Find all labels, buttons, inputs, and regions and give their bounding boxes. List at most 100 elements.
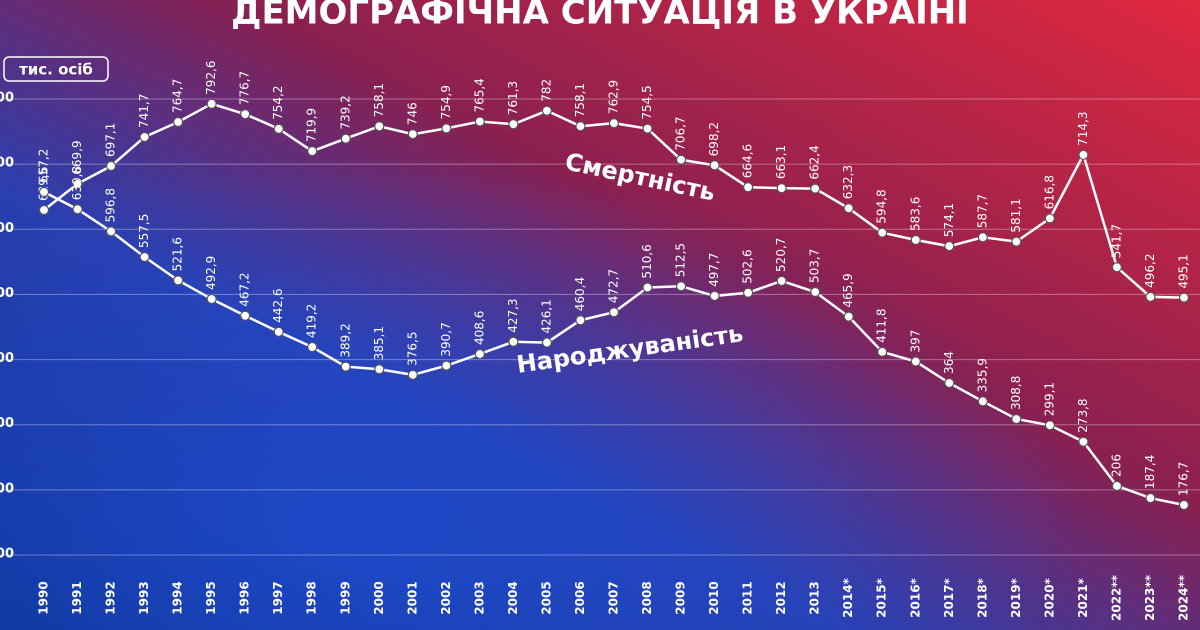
data-point [139, 251, 150, 263]
data-point [709, 290, 720, 302]
data-label: 632,3 [841, 165, 855, 199]
data-point [441, 123, 452, 134]
data-point [1145, 492, 1156, 504]
data-point [1011, 413, 1022, 425]
data-label: 541,7 [1109, 224, 1123, 258]
data-point [810, 183, 821, 194]
data-label: 741,7 [137, 94, 151, 128]
y-tick-label: 600 [0, 221, 14, 236]
data-point [675, 281, 687, 292]
data-point [38, 186, 50, 198]
data-point [307, 146, 318, 157]
data-point [1111, 262, 1123, 273]
data-label: 719,9 [305, 108, 319, 142]
data-label: 273,8 [1076, 398, 1090, 432]
y-tick-label: 700 [0, 156, 14, 171]
data-label: 426,1 [539, 299, 553, 333]
data-point [608, 118, 620, 129]
data-label: 376,5 [405, 332, 419, 366]
x-tick-label: 1996 [238, 581, 252, 614]
x-tick-label: 2022** [1109, 574, 1123, 621]
data-label: 581,1 [1009, 198, 1023, 232]
data-point [206, 98, 217, 109]
data-label: 465,9 [841, 273, 855, 307]
data-label: 512,5 [674, 243, 688, 277]
data-point [340, 133, 351, 144]
data-label: 460,4 [573, 277, 587, 311]
data-point [273, 123, 284, 134]
data-point [1078, 149, 1089, 160]
x-tick-label: 1992 [104, 581, 118, 614]
x-tick-label: 2004 [506, 581, 520, 614]
data-label: 746 [405, 102, 419, 125]
data-label: 792,6 [204, 60, 218, 94]
data-label: 397 [908, 330, 922, 353]
data-point [173, 275, 184, 286]
data-label: 761,3 [506, 81, 520, 115]
data-label: 574,1 [942, 203, 956, 237]
data-point [474, 116, 485, 127]
data-label: 706,7 [674, 116, 688, 150]
data-label: 472,7 [607, 269, 621, 303]
data-label: 630,8 [70, 166, 84, 200]
data-point [407, 129, 418, 140]
data-label: 714,3 [1076, 111, 1090, 145]
data-point [240, 109, 251, 120]
data-point [374, 121, 385, 132]
data-point [642, 123, 653, 134]
data-point [843, 311, 854, 322]
data-point [977, 396, 988, 407]
x-tick-label: 2005 [539, 581, 553, 614]
data-label: 754,2 [271, 85, 285, 119]
data-label: 492,9 [204, 256, 218, 290]
data-point [105, 226, 117, 237]
data-label: 758,1 [372, 83, 386, 117]
data-point [944, 241, 955, 252]
data-point [575, 315, 586, 326]
x-tick-label: 2021* [1076, 577, 1090, 617]
data-point [776, 183, 787, 194]
y-tick-label: 200 [0, 481, 14, 496]
data-point [139, 131, 150, 143]
data-label: 520,7 [774, 238, 788, 272]
data-label: 697,1 [104, 123, 118, 157]
data-label: 408,6 [472, 311, 486, 345]
y-tick-label: 400 [0, 351, 14, 366]
data-point [173, 116, 184, 128]
data-point [642, 282, 653, 293]
data-label: 596,8 [104, 188, 118, 222]
data-point [374, 364, 385, 375]
data-point [407, 369, 418, 380]
data-label: 206 [1109, 454, 1123, 477]
data-label: 587,7 [975, 194, 989, 228]
data-label: 583,6 [908, 197, 922, 231]
x-tick-label: 1995 [204, 581, 218, 614]
x-tick-label: 2006 [573, 581, 587, 614]
x-tick-label: 2003 [472, 581, 486, 614]
data-label: 497,7 [707, 253, 721, 287]
x-tick-label: 1994 [171, 581, 185, 614]
x-tick-label: 2019* [1009, 577, 1023, 617]
data-label: 503,7 [808, 249, 822, 283]
data-label: 442,6 [271, 288, 285, 322]
y-tick-label: 100 [0, 547, 14, 562]
data-label: 510,6 [640, 244, 654, 278]
x-tick-label: 2008 [640, 581, 654, 614]
unit-box [3, 56, 109, 82]
x-tick-label: 2014* [841, 577, 855, 617]
y-tick-label: 300 [0, 416, 14, 431]
data-label: 662,4 [808, 145, 822, 179]
data-point [608, 307, 620, 318]
data-point [441, 360, 452, 371]
chart-title: ДЕМОГРАФІЧНА СИТУАЦІЯ В УКРАЇНІ [231, 0, 969, 33]
data-label: 390,7 [439, 322, 453, 356]
data-label: 521,6 [171, 237, 185, 271]
data-point [105, 160, 117, 172]
data-label: 754,9 [439, 85, 453, 119]
data-point [944, 377, 955, 389]
x-tick-label: 1993 [137, 581, 151, 614]
data-label: 739,2 [338, 95, 352, 129]
x-tick-label: 2018* [975, 577, 989, 617]
data-label: 754,5 [640, 85, 654, 119]
